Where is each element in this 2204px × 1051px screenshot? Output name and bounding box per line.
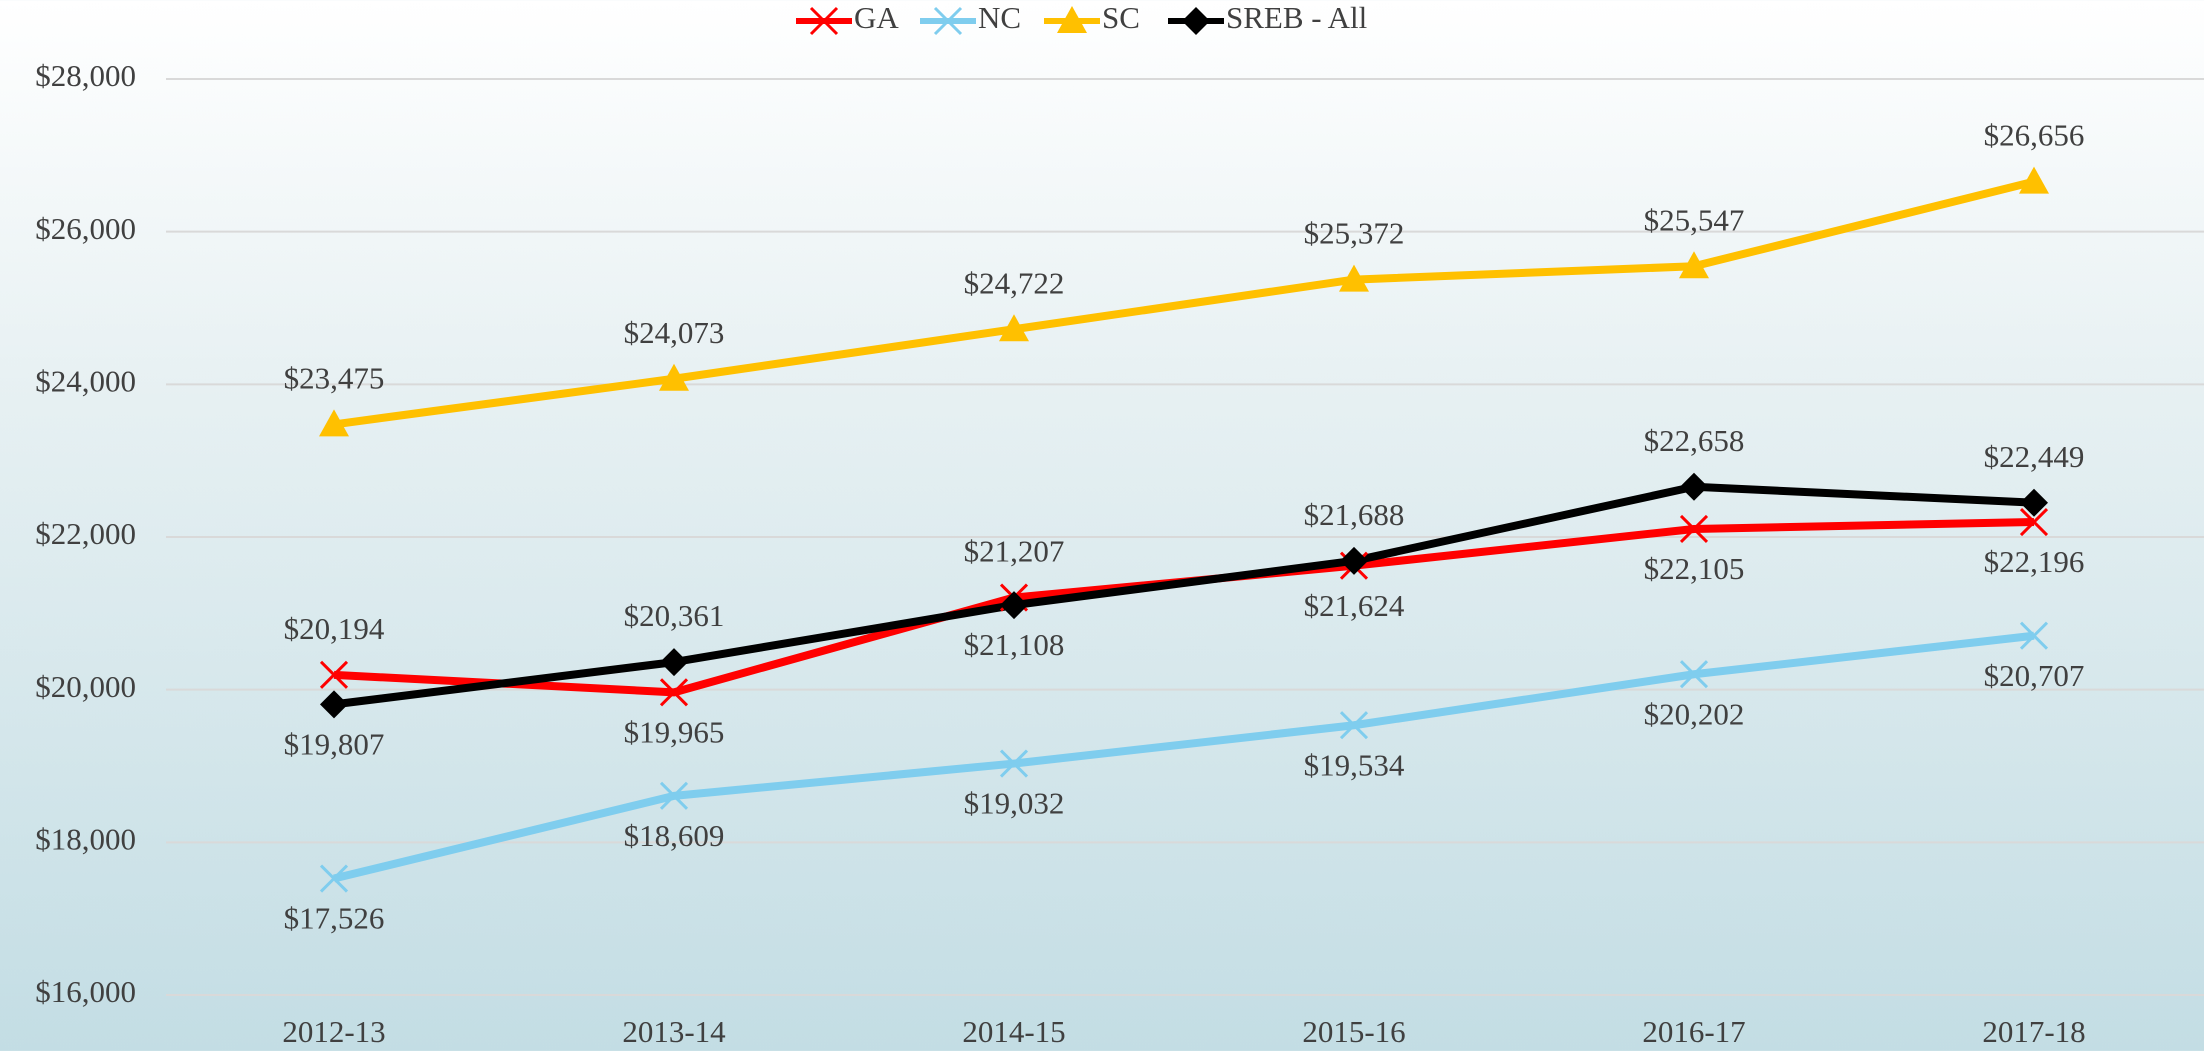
data-label: $23,475 [284, 361, 385, 396]
marker [1680, 472, 1708, 501]
marker [1679, 660, 1709, 689]
y-tick-label: $26,000 [35, 211, 136, 246]
data-label: $25,372 [1304, 216, 1405, 251]
data-label: $19,807 [284, 727, 385, 762]
data-label: $21,688 [1304, 497, 1405, 532]
data-label: $17,526 [284, 901, 385, 936]
series-line [333, 482, 2035, 709]
legend-label: GA [854, 0, 899, 35]
data-label: $24,073 [624, 315, 725, 350]
marker [2019, 507, 2049, 537]
marker [1339, 264, 1369, 292]
data-label: $26,656 [1984, 118, 2085, 153]
x-tick-label: 2017-18 [1982, 1014, 2085, 1049]
data-label: $20,707 [1984, 658, 2085, 693]
marker [659, 781, 689, 810]
data-label: $21,624 [1304, 588, 1405, 623]
data-label: $20,194 [284, 611, 385, 646]
data-label: $22,658 [1644, 423, 1745, 458]
marker [659, 678, 689, 707]
x-tick-label: 2016-17 [1642, 1014, 1745, 1049]
marker [319, 409, 349, 437]
data-label: $21,207 [964, 534, 1065, 569]
marker [2019, 166, 2049, 194]
marker [319, 660, 349, 689]
data-label: $24,722 [964, 265, 1065, 300]
legend-marker [1182, 7, 1210, 35]
y-tick-label: $24,000 [35, 363, 136, 398]
marker [1679, 251, 1709, 279]
data-label: $18,609 [624, 818, 725, 853]
marker [659, 363, 689, 391]
data-label: $25,547 [1644, 202, 1745, 237]
y-tick-label: $18,000 [35, 821, 136, 856]
data-label: $22,196 [1984, 544, 2085, 579]
marker [999, 749, 1029, 778]
marker [319, 864, 349, 893]
y-tick-label: $28,000 [35, 58, 136, 93]
marker [320, 690, 348, 719]
data-label: $20,361 [624, 598, 725, 633]
data-label: $21,108 [964, 627, 1065, 662]
y-tick-label: $22,000 [35, 516, 136, 551]
legend-label: SC [1102, 0, 1140, 35]
marker [1340, 546, 1368, 575]
legend-marker [809, 6, 839, 36]
marker [1679, 514, 1709, 544]
y-tick-label: $16,000 [35, 974, 136, 1009]
x-tick-label: 2015-16 [1302, 1014, 1405, 1049]
series-line [333, 631, 2035, 883]
x-tick-label: 2012-13 [282, 1014, 385, 1049]
marker [1000, 591, 1028, 620]
marker [2020, 488, 2048, 517]
legend-marker [1057, 6, 1087, 33]
marker [2019, 621, 2049, 650]
marker [1339, 711, 1369, 740]
marker [999, 314, 1029, 342]
legend-marker [933, 6, 963, 36]
marker [660, 648, 688, 677]
legend-label: NC [978, 0, 1021, 35]
data-label: $19,032 [964, 786, 1065, 821]
data-label: $22,105 [1644, 551, 1745, 586]
x-tick-label: 2014-15 [962, 1014, 1065, 1049]
data-label: $22,449 [1984, 439, 2085, 474]
legend-label: SREB - All [1226, 0, 1367, 35]
data-label: $19,965 [624, 714, 725, 749]
x-tick-label: 2013-14 [622, 1014, 726, 1049]
data-label: $19,534 [1304, 747, 1405, 782]
y-tick-label: $20,000 [35, 669, 136, 704]
data-label: $20,202 [1644, 696, 1745, 731]
series-line [333, 177, 2035, 429]
